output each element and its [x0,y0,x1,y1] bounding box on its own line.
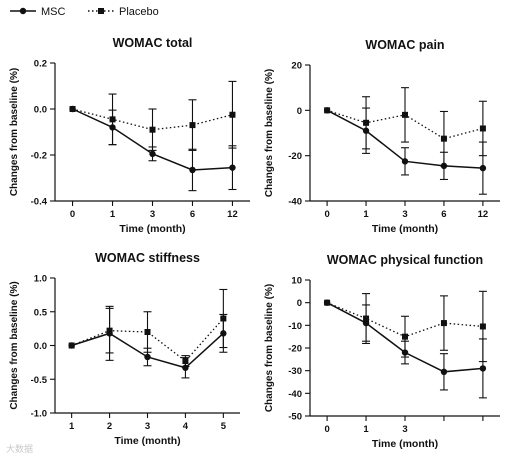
y-tick-label: -10 [288,321,302,332]
y-axis-label: Changes from baseline (%) [264,69,275,197]
chart-title: WOMAC total [113,36,193,50]
data-point-placebo [402,111,408,118]
legend-marker-msc [19,7,27,15]
data-point-placebo [106,327,113,334]
chart-panel-2: WOMAC pain 20 0 -20 -40 0 1 3 6 12 Time (month) Cha… [264,38,500,235]
y-tick-label: -0.5 [31,375,48,386]
data-point-placebo [229,111,236,118]
watermark-text: 大数据 [6,445,34,455]
y-tick-label: 0 [297,298,302,309]
data-point-placebo [440,135,447,142]
data-point-msc [149,150,156,158]
y-tick-label: 20 [291,61,302,72]
x-tick-label: 3 [402,424,407,435]
y-tick-label: -0.2 [31,151,47,162]
series-placebo [324,290,487,363]
legend-label-msc: MSC [41,6,66,18]
x-tick-label: 5 [221,421,227,432]
chart-panel-4: WOMAC physical function100-10-20-30-40-5… [264,253,500,450]
chart-panel-1: WOMAC total 0.2 0.0 -0.2 -0.4 0 1 3 6 12 Time (mon… [9,36,250,235]
x-tick-label: 1 [363,209,369,220]
x-tick-label: 1 [69,421,75,432]
x-tick-label: 0 [324,424,329,435]
data-point-msc [479,365,487,372]
data-point-placebo [324,107,331,114]
data-point-placebo [324,299,331,306]
data-point-placebo [189,122,196,129]
y-tick-label: -1.0 [31,409,47,420]
data-point-placebo [479,125,486,132]
legend-label-placebo: Placebo [119,6,159,18]
series-placebo [324,87,487,167]
x-tick-label: 0 [70,209,75,220]
series-placebo [69,80,237,151]
data-point-placebo [69,106,76,112]
series-msc [323,107,487,195]
chart-title: WOMAC pain [365,38,444,52]
y-tick-label: -40 [288,197,302,208]
series-line-placebo [72,108,233,131]
legend: MSC Placebo [10,6,159,18]
x-axis-label: Time (month) [372,438,438,450]
y-tick-label: 0 [297,106,302,117]
data-point-msc [144,353,151,361]
y-tick-label: 1.0 [34,274,47,285]
data-point-placebo [109,116,116,123]
y-axis-label: Changes from baseline (%) [9,281,20,409]
data-point-placebo [182,358,189,365]
y-tick-label: 0.5 [34,307,48,318]
x-axis-label: Time (month) [372,223,438,235]
data-point-placebo [363,315,370,322]
y-tick-label: -0.4 [31,197,48,208]
y-tick-label: 0.0 [34,105,47,116]
x-tick-label: 4 [183,421,189,432]
x-axis-label: Time (month) [119,223,185,235]
x-tick-label: 3 [150,209,155,220]
y-tick-label: -50 [288,412,302,423]
y-tick-label: -40 [288,389,302,400]
x-tick-label: 1 [363,424,369,435]
x-tick-label: 2 [107,421,112,432]
x-tick-label: 3 [402,209,407,220]
series-line-placebo [71,318,224,362]
x-axis-label: Time (month) [114,435,180,447]
x-tick-label: 3 [145,421,150,432]
data-point-placebo [220,315,227,322]
x-tick-label: 6 [441,209,446,220]
data-point-placebo [440,320,447,327]
x-tick-label: 12 [227,209,238,220]
data-point-placebo [68,342,75,349]
y-tick-label: 0.2 [34,59,47,70]
data-point-placebo [149,126,156,133]
data-point-msc [479,164,487,172]
x-tick-label: 6 [190,209,195,220]
chart-title: WOMAC physical function [327,253,483,267]
y-tick-label: -20 [288,344,302,355]
x-tick-label: 1 [110,209,116,220]
chart-title: WOMAC stiffness [95,251,200,265]
y-axis-label: Changes from baseline (%) [264,284,275,412]
y-tick-label: 0.0 [34,341,47,352]
series-placebo [68,288,228,367]
data-point-msc [440,368,448,375]
data-point-placebo [479,323,486,330]
data-point-msc [189,166,196,174]
legend-marker-placebo [98,8,104,14]
x-tick-label: 0 [324,209,329,220]
chart-panel-3: WOMAC stiffness 1.0 0.5 0.0 -0.5 -1.0 1 2 3 4 5 Tim… [9,251,240,447]
data-point-placebo [363,119,370,126]
data-point-placebo [144,329,151,335]
y-tick-label: -20 [288,151,302,162]
data-point-placebo [402,333,408,340]
y-axis-label: Changes from baseline (%) [9,68,20,196]
data-point-msc [401,158,409,165]
x-tick-label: 12 [478,209,489,220]
y-tick-label: -30 [288,366,302,377]
data-point-msc [229,164,236,171]
y-tick-label: 10 [291,276,302,287]
